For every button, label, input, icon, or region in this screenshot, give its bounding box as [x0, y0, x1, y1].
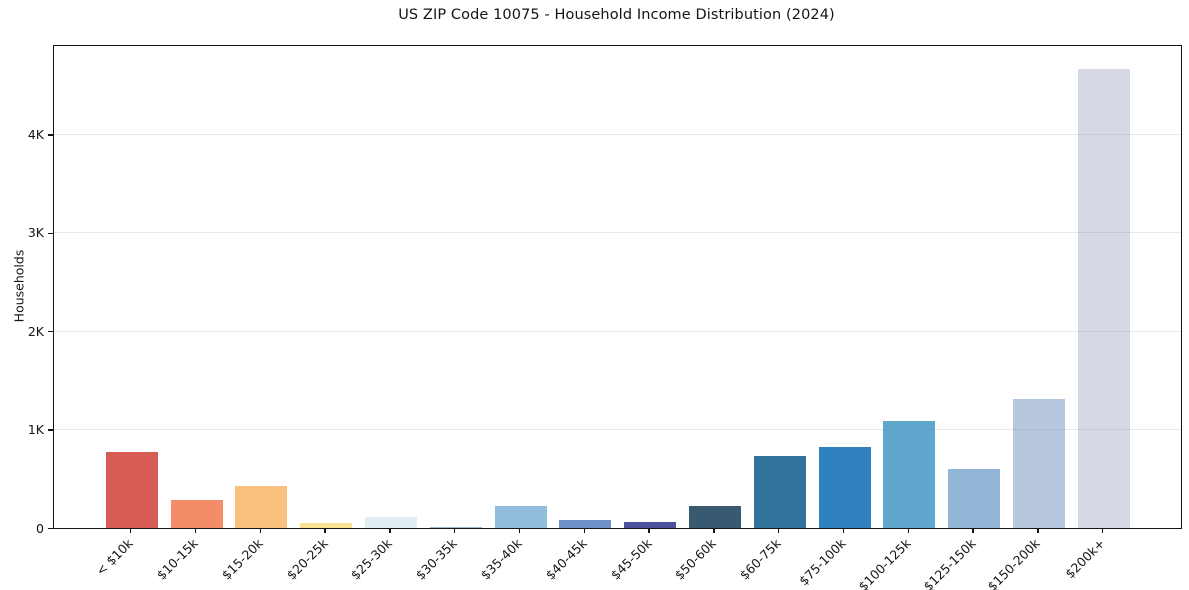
bar: [429, 526, 482, 528]
bar: [170, 500, 223, 528]
gridline: [54, 134, 1181, 136]
x-tick-label-text: $25-30k: [348, 535, 396, 583]
x-tick-label-text: $125-150k: [920, 535, 979, 590]
bar: [624, 521, 677, 528]
gridline: [54, 232, 1181, 234]
gridline: [54, 429, 1181, 431]
x-tick-mark: [324, 528, 326, 534]
bar: [753, 456, 806, 528]
y-tick-mark: [48, 429, 53, 431]
y-tick-label: 0: [36, 520, 44, 536]
x-tick-mark: [713, 528, 715, 534]
chart-title: US ZIP Code 10075 - Household Income Dis…: [398, 7, 835, 23]
x-tick-label-text: $200k+: [1062, 535, 1108, 582]
x-tick-mark: [389, 528, 391, 534]
y-tick-label: 2K: [27, 323, 44, 339]
x-tick-label-text: $30-35k: [412, 535, 460, 583]
x-tick-mark: [130, 528, 132, 534]
bar: [1012, 399, 1065, 528]
x-tick-mark: [1037, 528, 1039, 534]
x-tick-mark: [518, 528, 521, 534]
y-tick-mark: [48, 330, 53, 333]
bar: [818, 447, 871, 528]
x-tick-label-text: $60-75k: [736, 535, 784, 583]
bar: [948, 468, 1001, 528]
x-tick-label-text: $20-25k: [283, 535, 331, 583]
y-tick-label: 3K: [27, 225, 44, 241]
x-tick-mark: [907, 528, 909, 534]
y-axis-label: Households: [11, 249, 27, 323]
bar: [300, 523, 353, 528]
plot-area: [53, 45, 1182, 529]
x-tick-mark: [194, 528, 197, 534]
gridline: [54, 330, 1181, 332]
x-tick-label-text: < $10k: [93, 535, 136, 579]
y-tick-mark: [48, 232, 53, 234]
bar: [1077, 69, 1130, 528]
y-tick-label: 1K: [27, 422, 44, 438]
x-tick-label-text: $35-40k: [477, 535, 525, 583]
x-tick-mark: [1102, 528, 1104, 534]
x-tick-mark: [259, 528, 261, 534]
x-tick-mark: [454, 528, 456, 534]
bar: [883, 420, 936, 528]
x-tick-mark: [583, 528, 585, 534]
bar: [688, 505, 741, 528]
x-tick-mark: [778, 528, 780, 534]
y-tick-mark: [48, 527, 53, 529]
x-tick-mark: [648, 528, 650, 534]
bar: [235, 485, 288, 528]
y-tick-label: 4K: [27, 127, 44, 143]
x-tick-label-text: $10-15k: [153, 535, 201, 583]
bar: [559, 519, 612, 528]
x-tick-label-text: $75-100k: [796, 535, 849, 589]
x-tick-label-text: $150-200k: [984, 535, 1044, 590]
x-tick-label-text: $15-20k: [218, 535, 266, 583]
bar: [494, 505, 547, 528]
bar: [105, 452, 158, 528]
x-tick-label-text: $40-45k: [542, 535, 590, 583]
bar: [364, 516, 417, 528]
x-tick-mark: [842, 528, 845, 534]
x-tick-label-text: $45-50k: [607, 535, 655, 583]
x-tick-mark: [972, 528, 974, 534]
y-tick-mark: [48, 134, 53, 136]
x-tick-label-text: $100-125k: [855, 535, 914, 590]
x-tick-label-text: $50-60k: [672, 535, 720, 583]
